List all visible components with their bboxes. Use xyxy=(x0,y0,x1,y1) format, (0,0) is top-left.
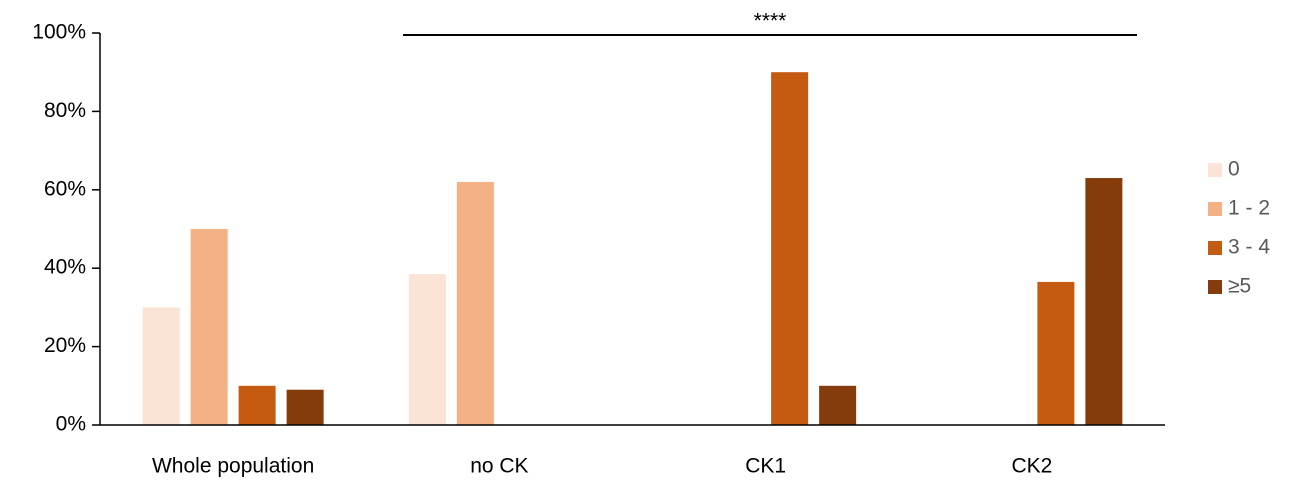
legend-label: 3 - 4 xyxy=(1228,236,1270,259)
bar xyxy=(1037,281,1075,425)
x-tick-label: no CK xyxy=(470,455,528,478)
legend-swatch xyxy=(1208,280,1222,294)
bar xyxy=(819,385,857,425)
legend-label: 1 - 2 xyxy=(1228,197,1270,220)
y-tick-label: 40% xyxy=(44,256,86,279)
y-tick-label: 80% xyxy=(44,99,86,122)
y-tick-label: 20% xyxy=(44,334,86,357)
y-tick-label: 100% xyxy=(32,21,86,44)
bar xyxy=(456,181,494,425)
bar xyxy=(408,274,446,425)
y-tick-label: 60% xyxy=(44,177,86,200)
bar xyxy=(190,229,228,425)
x-tick-label: CK2 xyxy=(1011,455,1052,478)
bar xyxy=(771,72,809,425)
x-tick-label: Whole population xyxy=(152,455,314,478)
bar xyxy=(286,389,324,425)
legend-swatch xyxy=(1208,163,1222,177)
legend-label: ≥5 xyxy=(1228,275,1251,298)
legend-swatch xyxy=(1208,241,1222,255)
bar xyxy=(142,307,180,425)
bar xyxy=(238,385,276,425)
legend-swatch xyxy=(1208,202,1222,216)
x-tick-label: CK1 xyxy=(745,455,786,478)
bar xyxy=(1085,178,1123,425)
legend-label: 0 xyxy=(1228,158,1240,181)
annotation: **** xyxy=(754,10,787,33)
y-tick-label: 0% xyxy=(56,413,86,436)
